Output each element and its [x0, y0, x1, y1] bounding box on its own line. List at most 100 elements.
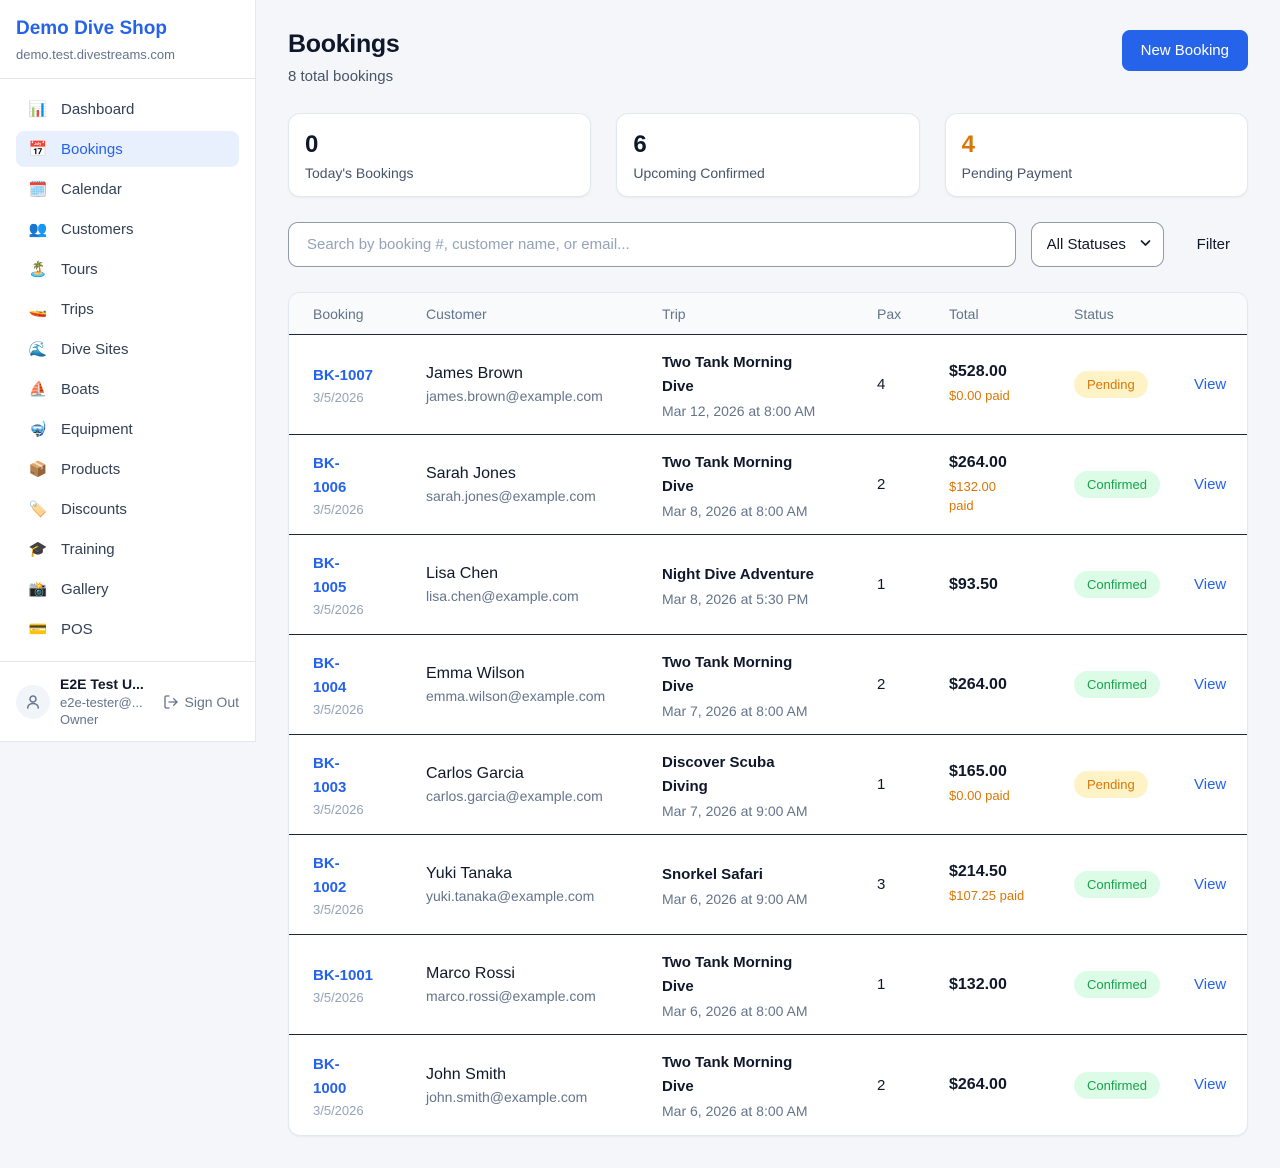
sidebar-item-dashboard[interactable]: 📊 Dashboard	[16, 91, 239, 127]
sidebar-item-label: POS	[61, 620, 93, 638]
view-link[interactable]: View	[1194, 375, 1227, 393]
column-header-customer: Customer	[426, 305, 487, 322]
sidebar-item-label: Gallery	[61, 580, 109, 598]
user-name: E2E Test U...	[60, 676, 144, 692]
pax-count: 2	[877, 676, 886, 693]
booking-number-link[interactable]: BK-1001	[313, 967, 374, 984]
trip-name: Two Tank Morning Dive	[662, 453, 793, 495]
diving-mask-icon: 🤿	[28, 421, 48, 438]
table-row: BK- 1006 3/5/2026 Sarah Jones sarah.jone…	[289, 435, 1247, 535]
booking-date: 3/5/2026	[313, 390, 364, 405]
sidebar-item-trips[interactable]: 🚤 Trips	[16, 291, 239, 327]
sidebar-header: Demo Dive Shop demo.test.divestreams.com	[0, 0, 255, 79]
label-tag-icon: 🏷️	[28, 501, 48, 518]
sidebar-item-bookings[interactable]: 📅 Bookings	[16, 131, 239, 167]
customer-cell: James Brown james.brown@example.com	[426, 365, 662, 404]
booking-number-link[interactable]: BK- 1003	[313, 755, 347, 796]
total-amount: $165.00	[949, 763, 1007, 781]
customer-email: marco.rossi@example.com	[426, 988, 596, 1004]
customer-email: james.brown@example.com	[426, 388, 603, 404]
sign-out-button[interactable]: Sign Out	[163, 694, 239, 710]
booking-number-link[interactable]: BK- 1006	[313, 455, 347, 496]
trip-datetime: Mar 7, 2026 at 9:00 AM	[662, 802, 808, 819]
sidebar-item-dive-sites[interactable]: 🌊 Dive Sites	[16, 331, 239, 367]
credit-card-icon: 💳	[28, 621, 48, 638]
stat-label: Upcoming Confirmed	[633, 165, 765, 181]
view-link[interactable]: View	[1194, 875, 1227, 893]
customer-cell: Lisa Chen lisa.chen@example.com	[426, 565, 662, 604]
customer-name: Emma Wilson	[426, 665, 525, 682]
customer-name: Sarah Jones	[426, 465, 516, 482]
sidebar-item-training[interactable]: 🎓 Training	[16, 531, 239, 567]
booking-cell: BK-1007 3/5/2026	[313, 364, 426, 405]
status-select-wrap: All Statuses	[1030, 222, 1164, 267]
table-row: BK- 1002 3/5/2026 Yuki Tanaka yuki.tanak…	[289, 835, 1247, 935]
new-booking-button[interactable]: New Booking	[1121, 30, 1248, 71]
sidebar-item-boats[interactable]: ⛵ Boats	[16, 371, 239, 407]
sidebar-item-label: Calendar	[61, 180, 122, 198]
customer-name: Lisa Chen	[426, 565, 499, 582]
trip-cell: Two Tank Morning Dive Mar 6, 2026 at 8:0…	[662, 951, 877, 1019]
user-email: e2e-tester@...	[60, 695, 143, 710]
sidebar-item-equipment[interactable]: 🤿 Equipment	[16, 411, 239, 447]
total-cell: $132.00	[949, 976, 1074, 994]
sidebar-item-pos[interactable]: 💳 POS	[16, 611, 239, 647]
sidebar-item-label: Dive Sites	[61, 340, 129, 358]
sidebar-item-gallery[interactable]: 📸 Gallery	[16, 571, 239, 607]
column-header-total: Total	[949, 305, 979, 322]
booking-cell: BK- 1005 3/5/2026	[313, 552, 426, 617]
view-link[interactable]: View	[1194, 975, 1227, 993]
trip-datetime: Mar 6, 2026 at 9:00 AM	[662, 890, 808, 907]
total-cell: $165.00 $0.00 paid	[949, 763, 1074, 806]
island-icon: 🏝️	[28, 261, 48, 278]
brand-domain: demo.test.divestreams.com	[16, 47, 175, 62]
booking-cell: BK-1001 3/5/2026	[313, 964, 426, 1005]
camera-flash-icon: 📸	[28, 581, 48, 598]
view-link[interactable]: View	[1194, 1076, 1227, 1093]
package-icon: 📦	[28, 461, 48, 478]
customer-cell: Emma Wilson emma.wilson@example.com	[426, 665, 662, 704]
spiral-calendar-icon: 🗓️	[28, 181, 48, 198]
bar-chart-icon: 📊	[28, 101, 48, 118]
trip-datetime: Mar 8, 2026 at 5:30 PM	[662, 590, 809, 607]
booking-number-link[interactable]: BK- 1002	[313, 855, 347, 896]
booking-cell: BK- 1004 3/5/2026	[313, 652, 426, 717]
sidebar-item-calendar[interactable]: 🗓️ Calendar	[16, 171, 239, 207]
view-link[interactable]: View	[1194, 675, 1227, 693]
booking-number-link[interactable]: BK- 1004	[313, 655, 347, 696]
trip-cell: Two Tank Morning Dive Mar 7, 2026 at 8:0…	[662, 651, 877, 719]
sidebar-item-products[interactable]: 📦 Products	[16, 451, 239, 487]
speedboat-icon: 🚤	[28, 301, 48, 318]
customer-name: Yuki Tanaka	[426, 865, 512, 882]
status-filter-select[interactable]: All Statuses	[1030, 222, 1164, 267]
view-link[interactable]: View	[1194, 775, 1227, 793]
booking-number-link[interactable]: BK- 1000	[313, 1055, 347, 1097]
stat-value: 4	[961, 131, 976, 158]
total-amount: $264.00	[949, 453, 1007, 471]
sidebar-item-discounts[interactable]: 🏷️ Discounts	[16, 491, 239, 527]
pax-count: 1	[877, 976, 886, 993]
status-badge: Confirmed	[1074, 471, 1160, 498]
sidebar-item-customers[interactable]: 👥 Customers	[16, 211, 239, 247]
search-input[interactable]	[288, 222, 1016, 267]
pax-count: 4	[877, 376, 886, 393]
sidebar-item-label: Trips	[61, 300, 94, 318]
graduation-cap-icon: 🎓	[28, 541, 48, 558]
table-row: BK- 1005 3/5/2026 Lisa Chen lisa.chen@ex…	[289, 535, 1247, 635]
trip-datetime: Mar 12, 2026 at 8:00 AM	[662, 402, 816, 419]
table-row: BK-1007 3/5/2026 James Brown james.brown…	[289, 335, 1247, 435]
filter-button[interactable]: Filter	[1179, 236, 1248, 253]
trip-datetime: Mar 6, 2026 at 8:00 AM	[662, 1103, 808, 1119]
total-amount: $264.00	[949, 1076, 1007, 1093]
booking-number-link[interactable]: BK- 1005	[313, 555, 347, 596]
pax-count: 1	[877, 776, 886, 793]
pax-count: 2	[877, 1076, 886, 1094]
view-link[interactable]: View	[1194, 575, 1227, 593]
sidebar-item-tours[interactable]: 🏝️ Tours	[16, 251, 239, 287]
status-cell: Confirmed	[1074, 1071, 1194, 1099]
status-badge: Pending	[1074, 371, 1148, 398]
total-cell: $528.00 $0.00 paid	[949, 363, 1074, 406]
status-badge: Confirmed	[1074, 1071, 1160, 1099]
booking-number-link[interactable]: BK-1007	[313, 367, 374, 384]
view-link[interactable]: View	[1194, 475, 1227, 493]
